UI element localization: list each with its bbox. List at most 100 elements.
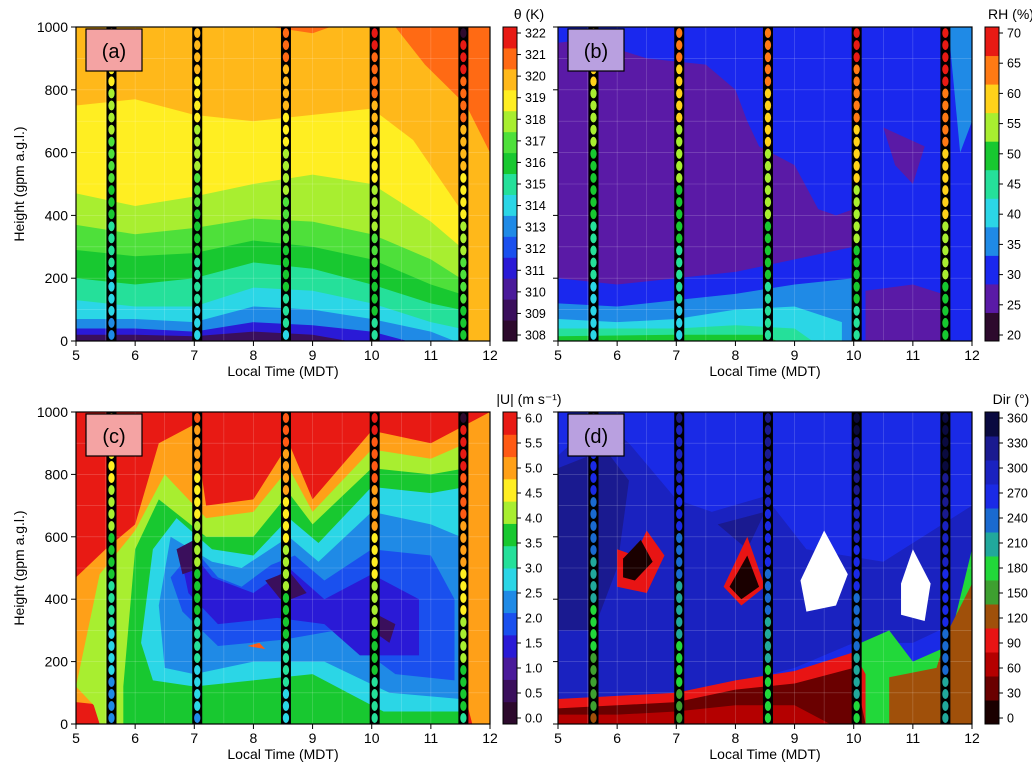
colorbar: 308 309 310 311 312 313 314 315 316 317 318 319 320 3… [502, 6, 546, 343]
sounding-point [281, 87, 291, 100]
sounding-point [193, 160, 202, 172]
colorbar-title: |U| (m s⁻¹) [496, 391, 561, 407]
colorbar-swatch [503, 590, 517, 614]
sounding-point [852, 580, 861, 592]
contour-field [558, 412, 972, 724]
x-tick-label: 11 [424, 347, 439, 363]
colorbar-tick-label: 35 [1007, 238, 1021, 252]
sounding-point [852, 39, 861, 51]
sounding-point [941, 147, 950, 160]
sounding-point [370, 460, 379, 472]
sounding-point [107, 184, 116, 196]
sounding-point [281, 304, 291, 317]
sounding-point [459, 472, 468, 484]
contour-band [558, 39, 854, 285]
colorbar-tick-label: 309 [525, 307, 546, 321]
sounding-point [459, 700, 468, 712]
sounding-point [763, 135, 773, 148]
sounding-point [763, 147, 773, 160]
sounding-point [763, 63, 773, 76]
sounding-point [370, 496, 379, 508]
sounding-point [281, 280, 291, 293]
contour-band [558, 334, 777, 341]
colorbar-tick-label: 2.0 [525, 612, 542, 626]
sounding-point [459, 39, 468, 51]
sounding-point [763, 424, 773, 436]
sounding-point [675, 304, 684, 317]
sounding-point [763, 484, 773, 496]
sounding-point [589, 640, 598, 652]
sounding-point [852, 556, 861, 568]
sounding-point [193, 676, 202, 688]
sounding-point [852, 436, 861, 448]
sounding-point [107, 244, 116, 257]
sounding-point [370, 39, 379, 51]
sounding-point [589, 232, 598, 245]
sounding-point [763, 292, 773, 305]
sounding-point [459, 460, 468, 472]
sounding-track [458, 412, 469, 724]
sounding-point [941, 268, 950, 281]
colorbar-swatch [503, 412, 517, 435]
x-axis-label: Local Time (MDT) [709, 746, 820, 762]
sounding-point [852, 676, 861, 688]
sounding-point [193, 147, 202, 160]
sounding-point [763, 412, 773, 424]
sounding-point [763, 556, 773, 568]
sounding-point [589, 508, 598, 520]
sounding-point [763, 664, 773, 676]
sounding-point [852, 51, 861, 64]
sounding-point [281, 317, 291, 329]
sounding-point [852, 448, 861, 460]
x-axis-label: Local Time (MDT) [227, 363, 338, 379]
sounding-point [459, 208, 468, 221]
colorbar-tick-label: 210 [1007, 537, 1028, 551]
sounding-point [281, 27, 291, 39]
colorbar-tick-label: 310 [525, 285, 546, 299]
sounding-point [370, 640, 379, 652]
sounding-point [107, 111, 116, 124]
sounding-point [107, 147, 116, 160]
x-tick-label: 12 [964, 730, 980, 746]
sounding-point [763, 172, 773, 184]
colorbar-swatch [503, 299, 517, 321]
sounding-point [763, 232, 773, 245]
colorbar-swatch [985, 556, 999, 581]
sounding-point [675, 616, 684, 628]
sounding-point [763, 460, 773, 472]
sounding-point [370, 160, 379, 172]
colorbar-tick-label: 30 [1007, 687, 1021, 701]
sounding-point [370, 329, 379, 341]
sounding-point [370, 652, 379, 664]
sounding-track [851, 412, 862, 724]
sounding-point [589, 184, 598, 196]
contour-band [901, 549, 931, 622]
sounding-profile [940, 412, 951, 724]
sounding-point [107, 304, 116, 317]
colorbar-tick-label: 3.5 [525, 537, 542, 551]
colorbar-tick-label: 65 [1007, 57, 1021, 71]
colorbar-tick-label: 317 [525, 134, 546, 148]
sounding-point [281, 484, 291, 496]
x-tick-label: 10 [846, 730, 862, 746]
colorbar-swatch [503, 523, 517, 547]
sounding-point [941, 520, 950, 532]
sounding-point [281, 580, 291, 592]
sounding-point [589, 688, 598, 700]
sounding-point [193, 99, 202, 112]
sounding-point [459, 640, 468, 652]
sounding-point [852, 496, 861, 508]
colorbar-title: Dir (°) [993, 391, 1030, 407]
sounding-point [675, 544, 684, 556]
sounding-point [675, 280, 684, 293]
sounding-point [281, 63, 291, 76]
contour-band [182, 555, 420, 656]
colorbar-swatch [503, 131, 517, 154]
sounding-point [941, 640, 950, 652]
colorbar-swatch [985, 226, 999, 256]
colorbar-swatch [503, 434, 517, 458]
colorbar-tick-label: 30 [1007, 268, 1021, 282]
sounding-profile [762, 412, 773, 724]
sounding-track [106, 27, 117, 341]
sounding-point [941, 712, 950, 724]
